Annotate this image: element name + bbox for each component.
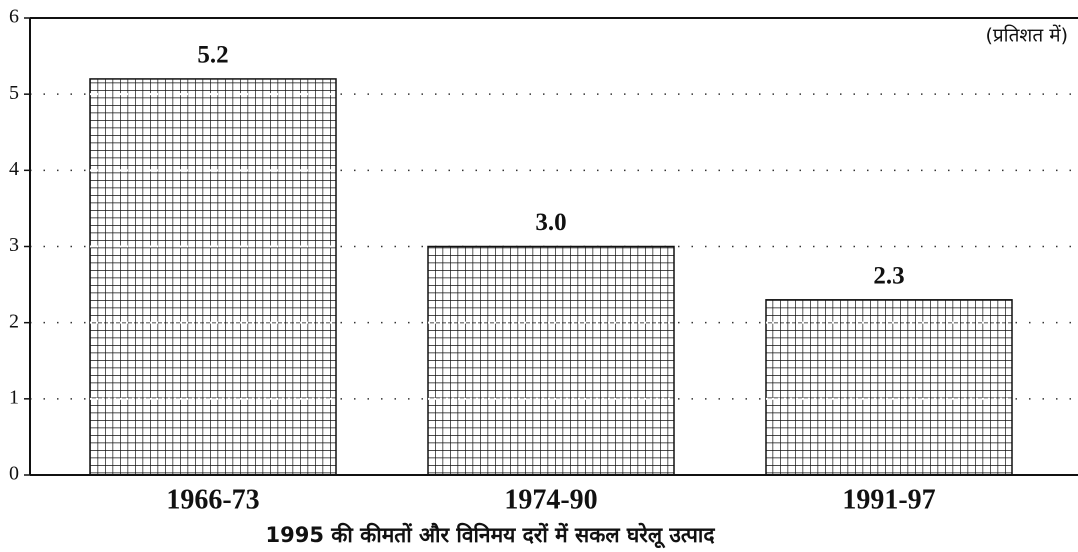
x-axis-label: 1995 की कीमतों और विनिमय दरों में सकल घर… [266, 522, 716, 549]
bar [427, 245, 675, 476]
value-label: 3.0 [535, 209, 566, 236]
bar [765, 299, 1013, 476]
bar [89, 78, 337, 476]
value-label: 2.3 [873, 263, 904, 290]
y-tick-label: 0 [9, 463, 19, 485]
value-label: 5.2 [197, 42, 228, 69]
x-tick-label: 1974-90 [504, 484, 597, 515]
y-tick-label: 6 [9, 6, 19, 28]
y-tick-label: 5 [9, 82, 19, 104]
y-tick-label: 1 [9, 386, 19, 408]
y-tick-label: 2 [9, 310, 19, 332]
y-tick-label: 4 [9, 158, 19, 180]
y-tick-label: 3 [9, 234, 19, 256]
annotation: (प्रतिशत में) [985, 24, 1068, 47]
x-tick-label: 1966-73 [166, 484, 259, 515]
x-tick-label: 1991-97 [842, 484, 935, 515]
